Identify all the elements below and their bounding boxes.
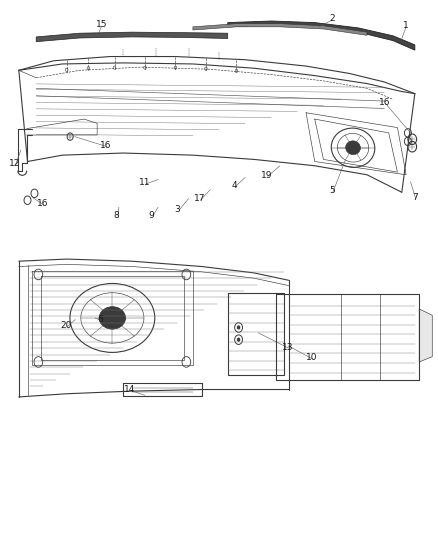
Text: 8: 8 [114,211,120,220]
Text: 16: 16 [37,199,49,208]
Text: 13: 13 [282,343,293,352]
Text: 19: 19 [261,171,272,180]
Text: 2: 2 [329,14,335,23]
Ellipse shape [99,307,125,329]
Circle shape [237,325,240,329]
Text: 14: 14 [124,385,135,394]
Text: 20: 20 [60,321,71,330]
Text: 11: 11 [139,178,151,187]
Polygon shape [228,21,415,50]
Polygon shape [193,23,367,35]
Text: 7: 7 [412,193,418,202]
Polygon shape [36,32,228,42]
Text: 6: 6 [98,315,103,324]
Text: 10: 10 [306,353,317,362]
Text: 17: 17 [194,194,205,203]
Text: 15: 15 [96,20,107,29]
Text: 3: 3 [175,205,180,214]
Circle shape [237,337,240,342]
Text: 16: 16 [378,98,390,107]
Text: 4: 4 [231,181,237,190]
Text: 5: 5 [329,186,335,195]
Text: 12: 12 [9,159,20,167]
Ellipse shape [346,141,360,155]
Text: 1: 1 [403,21,409,30]
Text: 9: 9 [148,211,155,220]
Text: 16: 16 [100,141,112,150]
Polygon shape [419,309,432,362]
